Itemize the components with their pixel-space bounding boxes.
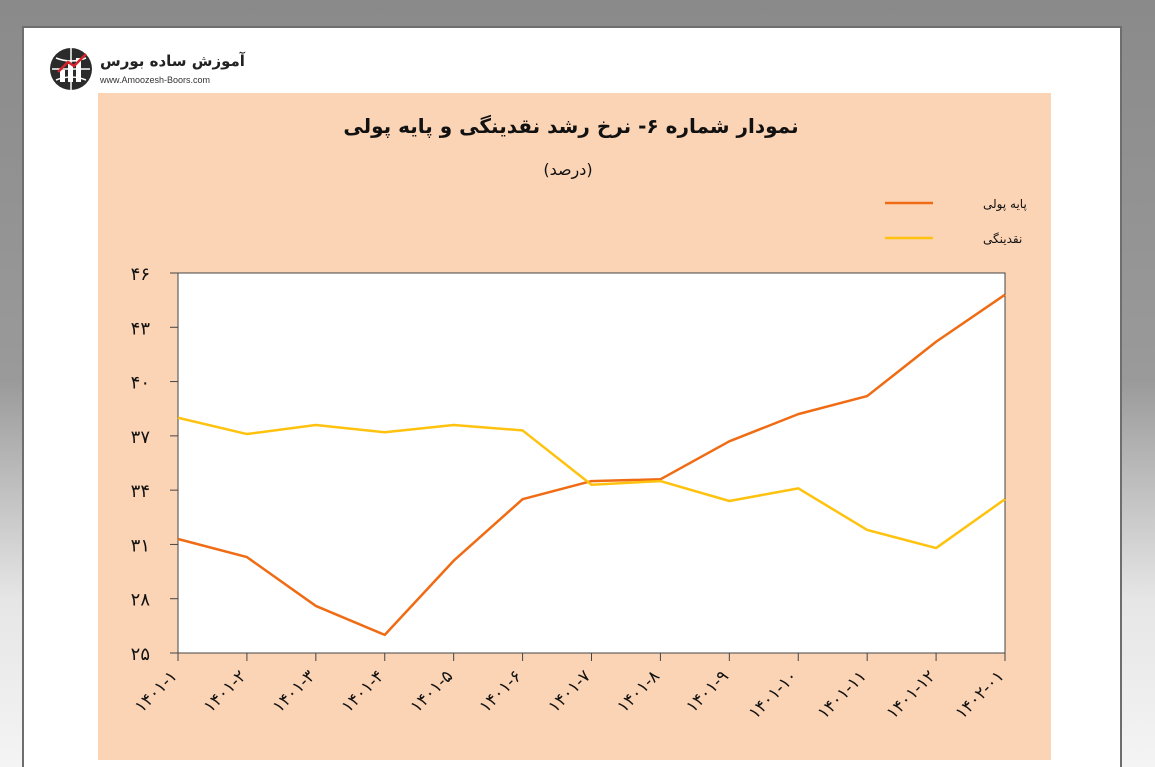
legend: پایه پولی نقدینگی xyxy=(885,197,1027,246)
x-tick-label: ۱۴۰۱-۱ xyxy=(131,666,181,716)
chart-title: نمودار شماره ۶- نرخ رشد نقدینگی و پایه پ… xyxy=(343,114,798,139)
brand-name: آموزش ساده بورس xyxy=(100,52,245,70)
line-chart: نمودار شماره ۶- نرخ رشد نقدینگی و پایه پ… xyxy=(131,114,1027,723)
y-tick-label: ۴۶ xyxy=(131,264,150,285)
y-tick-label: ۴۰ xyxy=(131,373,150,394)
x-tick-label: ۱۴۰۱-۶ xyxy=(476,666,526,716)
plot-area xyxy=(177,272,1006,654)
y-axis: ۲۵ ۲۸ ۳۱ ۳۴ ۳۷ ۴۰ ۴۳ ۴۶ xyxy=(131,264,178,665)
chart-subtitle: (درصد) xyxy=(543,160,592,180)
x-tick-label: ۱۴۰۱-۱۲ xyxy=(883,666,940,723)
series-lines xyxy=(177,293,1006,637)
y-tick-label: ۲۸ xyxy=(131,590,151,611)
x-tick-label: ۱۴۰۱-۱۱ xyxy=(814,666,871,723)
x-tick-label: ۱۴۰۱-۱۰ xyxy=(745,666,802,723)
x-tick-label: ۱۴۰۱-۲ xyxy=(200,666,250,716)
x-tick-label: ۱۴۰۱-۷ xyxy=(545,666,595,716)
x-tick-label: ۱۴۰۲-۰۱ xyxy=(952,666,1009,723)
y-tick-label: ۴۳ xyxy=(131,318,151,339)
y-tick-label: ۳۴ xyxy=(131,481,150,502)
series-line-2 xyxy=(177,416,1006,550)
x-tick-label: ۱۴۰۱-۴ xyxy=(338,666,388,716)
brand-logo: آموزش ساده بورس www.Amoozesh-Boors.com xyxy=(48,46,248,96)
y-tick-label: ۳۱ xyxy=(131,535,150,556)
globe-chart-icon xyxy=(50,48,92,90)
y-tick-label: ۲۵ xyxy=(131,644,150,665)
x-tick-label: ۱۴۰۱-۵ xyxy=(407,666,457,716)
x-tick-label: ۱۴۰۱-۸ xyxy=(613,666,663,716)
y-tick-label: ۳۷ xyxy=(131,427,151,448)
x-tick-label: ۱۴۰۱-۹ xyxy=(682,666,732,716)
x-tick-label: ۱۴۰۱-۳ xyxy=(269,666,319,716)
series-line-1 xyxy=(177,293,1006,637)
legend-label-2: نقدینگی xyxy=(983,232,1022,246)
brand-url: www.Amoozesh-Boors.com xyxy=(100,75,211,85)
chart-panel: نمودار شماره ۶- نرخ رشد نقدینگی و پایه پ… xyxy=(98,93,1051,760)
x-axis: ۱۴۰۱-۱ ۱۴۰۱-۲ ۱۴۰۱-۳ ۱۴۰۱-۴ ۱۴۰۱-۵ ۱۴۰۱-۶ ۱۴۰۱… xyxy=(131,653,1009,723)
legend-label-1: پایه پولی xyxy=(983,197,1027,212)
